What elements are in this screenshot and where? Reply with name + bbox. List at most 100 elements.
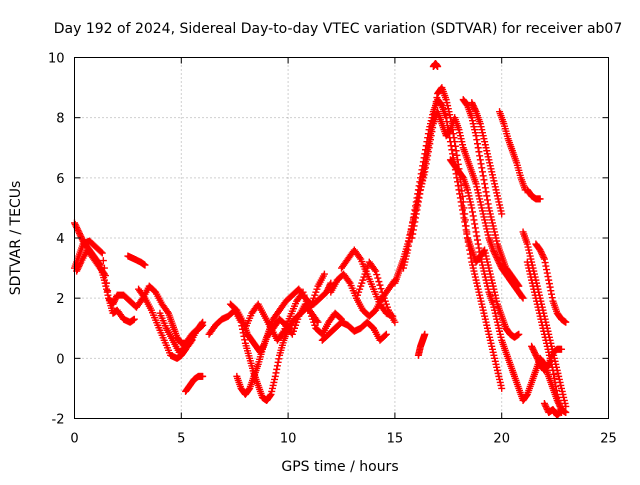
data-point (545, 280, 553, 288)
data-point (547, 287, 555, 295)
data-point (463, 230, 471, 238)
data-point (473, 236, 481, 244)
y-tick-label: 4 (56, 232, 64, 247)
y-tick-label: 2 (56, 292, 64, 307)
data-point (98, 249, 106, 257)
data-point (241, 336, 249, 344)
data-point (405, 238, 413, 246)
data-point (548, 294, 556, 302)
data-point (553, 386, 561, 394)
data-point (457, 198, 465, 206)
data-point (422, 164, 430, 172)
data-point (409, 230, 417, 238)
data-point (549, 366, 557, 374)
data-point (446, 138, 454, 146)
data-point (199, 372, 207, 380)
data-point (475, 244, 483, 252)
data-point (481, 180, 489, 188)
data-point (376, 281, 384, 289)
data-point (479, 172, 487, 180)
data-point (550, 374, 558, 382)
y-tick-label: 6 (56, 172, 64, 187)
axis-ticks: 0 5 10 15 20 25 -2 0 2 4 6 8 10 (48, 52, 617, 447)
data-point (536, 195, 544, 203)
data-point (391, 318, 399, 326)
data-point (375, 278, 383, 286)
data-point (372, 267, 380, 275)
data-point (97, 248, 105, 256)
data-point (428, 128, 436, 136)
data-point (414, 202, 422, 210)
x-tick-label: 25 (600, 432, 617, 447)
data-point (471, 220, 479, 228)
data-point (519, 294, 527, 302)
data-point (472, 132, 480, 140)
data-point (409, 226, 417, 234)
data-point (434, 63, 442, 71)
data-point (448, 146, 456, 154)
data-point (275, 355, 283, 363)
data-point (271, 372, 279, 380)
data-point (476, 156, 484, 164)
data-point (481, 184, 489, 192)
data-point (414, 198, 422, 206)
data-point (424, 148, 432, 156)
data-point (456, 190, 464, 198)
data-point (483, 192, 491, 200)
x-tick-label: 20 (493, 432, 510, 447)
data-point (413, 206, 421, 214)
data-point (483, 196, 491, 204)
data-point (558, 345, 566, 353)
data-point (470, 216, 478, 224)
data-point (455, 186, 463, 194)
data-point (515, 330, 523, 338)
data-point (476, 248, 484, 256)
data-point (452, 147, 460, 155)
data-point (100, 269, 108, 277)
data-point (477, 160, 485, 168)
data-point (552, 382, 560, 390)
data-point (548, 290, 556, 298)
data-point (459, 206, 467, 214)
data-point (471, 224, 479, 232)
data-point (456, 194, 464, 202)
data-point (356, 254, 364, 262)
data-point (562, 318, 570, 326)
x-tick-label: 15 (387, 432, 404, 447)
data-point (427, 136, 434, 144)
data-point (475, 148, 483, 156)
chart-title: Day 192 of 2024, Sidereal Day-to-day VTE… (54, 21, 623, 37)
y-tick-label: 10 (48, 52, 65, 67)
data-point (472, 228, 480, 236)
data-point (415, 194, 423, 202)
data-point (425, 144, 433, 152)
data-point (104, 287, 112, 295)
data-point (273, 362, 281, 370)
data-point (454, 178, 462, 186)
data-point (498, 210, 506, 218)
data-point (498, 384, 506, 392)
data-point (140, 293, 148, 301)
data-point (421, 168, 429, 176)
data-point (458, 202, 466, 210)
data-point (410, 222, 418, 230)
data-point (404, 242, 412, 250)
data-points (71, 60, 570, 419)
data-point (515, 282, 523, 290)
data-point (545, 276, 553, 284)
data-point (408, 234, 416, 242)
data-point (427, 132, 435, 140)
data-point (473, 140, 481, 148)
data-point (544, 273, 552, 281)
data-point (476, 152, 484, 160)
data-point (471, 106, 479, 114)
data-point (468, 204, 476, 212)
data-point (163, 308, 171, 316)
data-point (426, 140, 434, 148)
data-point (474, 144, 482, 152)
data-point (266, 391, 274, 399)
y-tick-label: 8 (56, 112, 64, 127)
data-point (199, 321, 207, 329)
data-point (453, 174, 461, 182)
